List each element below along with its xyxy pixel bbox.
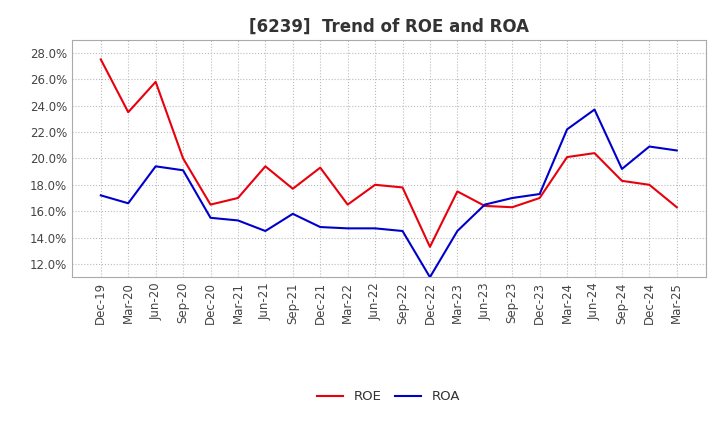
ROA [398,228,407,234]
ROE [536,195,544,201]
ROE [398,185,407,190]
ROE [316,165,325,170]
ROA [563,127,572,132]
ROE [508,205,516,210]
ROA [536,191,544,197]
ROA [508,195,516,201]
ROE [590,150,599,156]
ROE [426,244,434,249]
ROE [645,182,654,187]
ROE [151,79,160,84]
ROA [371,226,379,231]
ROA [316,224,325,230]
ROA [453,228,462,234]
ROA [343,226,352,231]
ROE [343,202,352,207]
ROA [645,144,654,149]
ROE [289,186,297,191]
ROE [563,154,572,160]
ROA [480,202,489,207]
ROA [672,148,681,153]
ROA [618,166,626,172]
ROE [233,195,242,201]
ROE [672,205,681,210]
ROA [426,275,434,280]
ROE [453,189,462,194]
Line: ROE: ROE [101,59,677,247]
ROE [371,182,379,187]
ROE [124,110,132,115]
ROE [618,178,626,183]
ROA [179,168,187,173]
ROA [590,107,599,112]
Legend: ROE, ROA: ROE, ROA [312,385,466,408]
ROA [124,201,132,206]
ROE [96,57,105,62]
ROA [206,215,215,220]
ROE [179,156,187,161]
ROA [233,218,242,223]
ROA [289,211,297,216]
ROA [96,193,105,198]
ROE [480,203,489,209]
ROA [151,164,160,169]
ROE [261,164,270,169]
Title: [6239]  Trend of ROE and ROA: [6239] Trend of ROE and ROA [249,17,528,35]
Line: ROA: ROA [101,110,677,277]
ROE [206,202,215,207]
ROA [261,228,270,234]
